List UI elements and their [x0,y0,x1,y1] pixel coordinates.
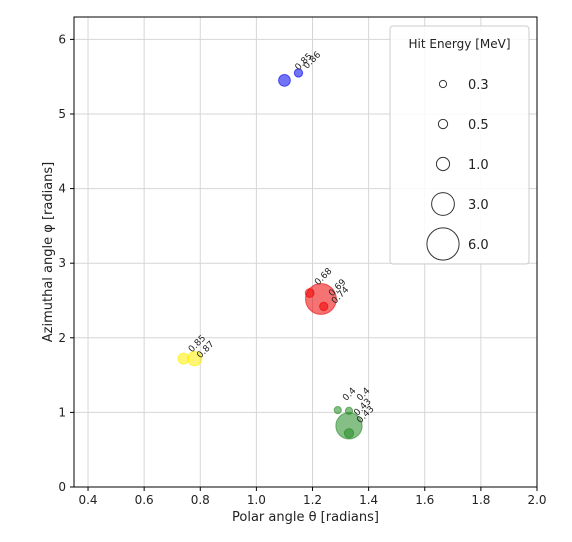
x-tick-label: 1.8 [471,493,490,507]
data-point [186,350,203,367]
x-tick-label: 1.0 [247,493,266,507]
legend-box [389,25,530,265]
y-tick-label: 0 [58,480,66,494]
y-tick-label: 5 [58,107,66,121]
legend-title: Hit Energy [MeV] [408,37,510,51]
plot-area [73,16,538,488]
y-tick-label: 4 [58,182,66,196]
legend-marker [431,192,455,216]
x-axis: 0.4 0.6 0.8 1.0 1.2 1.4 1.6 1.8 2.0 [78,487,547,507]
data-point [319,301,329,312]
legend-marker [437,118,449,130]
y-tick-label: 2 [58,331,66,345]
y-tick-label: 1 [58,405,66,419]
x-tick-label: 0.6 [135,493,154,507]
y-axis-label: Azimuthal angle φ [radians] [41,162,56,342]
legend-entry-label: 0.3 [468,78,489,93]
data-point [293,68,304,78]
legend-entry-label: 1.0 [468,158,489,173]
data-point [335,412,363,440]
x-tick-label: 1.2 [303,493,322,507]
data-point [333,406,342,415]
x-axis-label: Polar angle θ [radians] [232,510,379,525]
y-axis: 0 1 2 3 4 5 6 [58,32,74,494]
x-tick-label: 0.8 [191,493,210,507]
y-tick-label: 3 [58,256,66,270]
data-point [278,74,291,87]
legend-marker [438,79,448,89]
data-point [305,283,337,315]
legend-entry-label: 6.0 [468,238,489,253]
x-tick-label: 0.4 [78,493,97,507]
x-tick-label: 1.4 [359,493,378,507]
x-tick-label: 2.0 [527,493,546,507]
legend-entry-label: 3.0 [468,198,489,213]
legend-marker [426,227,460,261]
data-labels: 0.850.860.680.690.740.850.870.40.40.430.… [187,50,377,426]
data-point [343,428,355,439]
y-tick-label: 6 [58,32,66,46]
data-points [177,68,363,440]
legend-entry-label: 0.5 [468,118,489,133]
legend: Hit Energy [MeV] 0.3 0.5 1.0 3.0 6.0 [389,25,530,265]
legend-marker [435,156,451,172]
x-tick-label: 1.6 [415,493,434,507]
